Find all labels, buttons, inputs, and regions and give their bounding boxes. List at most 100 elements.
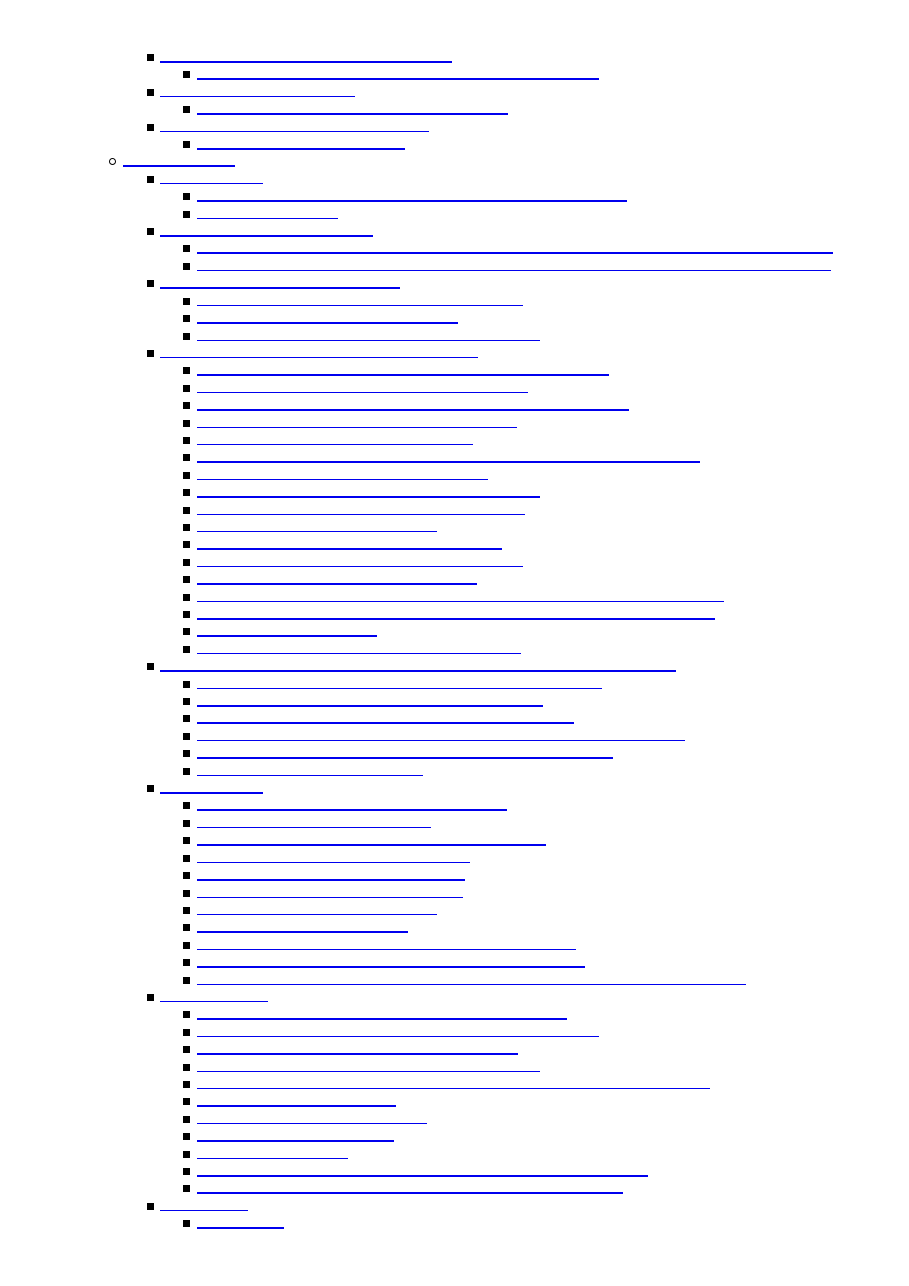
redacted-link[interactable] [197, 78, 599, 80]
square-bullet-icon [183, 315, 190, 323]
redacted-link[interactable] [197, 1035, 599, 1038]
list-item [0, 454, 909, 471]
redacted-link[interactable] [197, 705, 543, 707]
redacted-link[interactable] [197, 1227, 284, 1229]
redacted-link[interactable] [123, 165, 235, 167]
redacted-link[interactable] [160, 235, 373, 237]
redacted-link[interactable] [197, 931, 408, 933]
redacted-link[interactable] [197, 339, 540, 341]
redacted-link[interactable] [197, 548, 502, 550]
redacted-link[interactable] [197, 966, 585, 968]
redacted-link[interactable] [197, 809, 507, 811]
redacted-link[interactable] [197, 1192, 623, 1194]
redacted-link[interactable] [197, 600, 724, 603]
redacted-link[interactable] [197, 844, 546, 846]
list-item [0, 645, 909, 663]
redacted-link[interactable] [197, 618, 715, 620]
redacted-link[interactable] [197, 1070, 540, 1073]
redacted-link[interactable] [197, 391, 528, 394]
redacted-link[interactable] [197, 443, 473, 446]
redacted-link[interactable] [197, 217, 338, 220]
redacted-link[interactable] [197, 896, 463, 898]
redacted-link[interactable] [197, 1105, 396, 1107]
redacted-link[interactable] [197, 722, 574, 724]
list-item [0, 523, 909, 541]
redacted-link[interactable] [197, 513, 525, 516]
redacted-link[interactable] [197, 583, 477, 585]
redacted-link[interactable] [197, 652, 521, 655]
redacted-link[interactable] [160, 287, 400, 289]
redacted-link[interactable] [197, 774, 423, 777]
redacted-link[interactable] [197, 530, 437, 533]
list-item [0, 106, 909, 123]
redacted-link[interactable] [197, 409, 629, 411]
list-item [0, 1220, 909, 1237]
redacted-link[interactable] [197, 269, 831, 272]
redacted-link[interactable] [197, 304, 523, 307]
redacted-link[interactable] [197, 913, 437, 916]
redacted-link[interactable] [197, 565, 523, 568]
list-item [0, 402, 909, 419]
redacted-link[interactable] [197, 1157, 348, 1160]
list-item [0, 1063, 909, 1081]
square-bullet-icon [183, 628, 190, 636]
redacted-link[interactable] [160, 670, 676, 672]
redacted-link[interactable] [197, 757, 613, 759]
redacted-link[interactable] [197, 739, 685, 742]
list-item [0, 175, 909, 193]
list-item [0, 141, 909, 158]
redacted-link[interactable] [197, 687, 602, 690]
square-bullet-icon [183, 506, 190, 514]
list-item [0, 280, 909, 297]
redacted-link[interactable] [160, 182, 263, 185]
redacted-link[interactable] [160, 356, 478, 359]
square-bullet-icon [183, 436, 190, 444]
square-bullet-icon [183, 541, 190, 549]
redacted-link[interactable] [197, 1018, 567, 1020]
list-item [0, 767, 909, 785]
square-bullet-icon [147, 663, 154, 671]
redacted-link[interactable] [197, 1122, 427, 1125]
list-item [0, 1168, 909, 1185]
redacted-link[interactable] [197, 322, 458, 324]
list-item [0, 906, 909, 924]
redacted-link[interactable] [197, 1053, 518, 1055]
square-bullet-icon [183, 645, 190, 653]
redacted-link[interactable] [197, 861, 470, 864]
square-bullet-icon [183, 767, 190, 775]
list-item [0, 750, 909, 767]
redacted-link[interactable] [197, 478, 488, 481]
redacted-link[interactable] [197, 252, 833, 254]
redacted-link[interactable] [160, 792, 263, 794]
redacted-link[interactable] [197, 879, 465, 881]
square-bullet-icon [183, 558, 190, 566]
redacted-link[interactable] [197, 113, 508, 115]
list-item [0, 436, 909, 454]
redacted-link[interactable] [197, 461, 700, 463]
list-item [0, 976, 909, 994]
redacted-link[interactable] [197, 148, 405, 150]
redacted-link[interactable] [160, 1209, 248, 1212]
list-item [0, 123, 909, 141]
redacted-link[interactable] [197, 1175, 648, 1177]
list-item [0, 419, 909, 437]
redacted-link[interactable] [197, 826, 431, 829]
redacted-link[interactable] [197, 948, 576, 951]
redacted-link[interactable] [197, 1140, 394, 1142]
list-item [0, 628, 909, 645]
redacted-link[interactable] [197, 426, 517, 429]
redacted-link[interactable] [160, 1000, 268, 1003]
square-bullet-icon [183, 1063, 190, 1071]
list-item [0, 802, 909, 819]
redacted-link[interactable] [197, 1087, 710, 1090]
redacted-link[interactable] [197, 374, 609, 376]
redacted-link[interactable] [160, 130, 429, 133]
redacted-link[interactable] [197, 200, 627, 202]
redacted-link[interactable] [197, 983, 746, 986]
list-item [0, 1202, 909, 1220]
redacted-link[interactable] [197, 635, 377, 637]
square-bullet-icon [183, 332, 190, 340]
redacted-link[interactable] [160, 61, 452, 63]
redacted-link[interactable] [197, 496, 540, 498]
redacted-link[interactable] [160, 95, 355, 98]
